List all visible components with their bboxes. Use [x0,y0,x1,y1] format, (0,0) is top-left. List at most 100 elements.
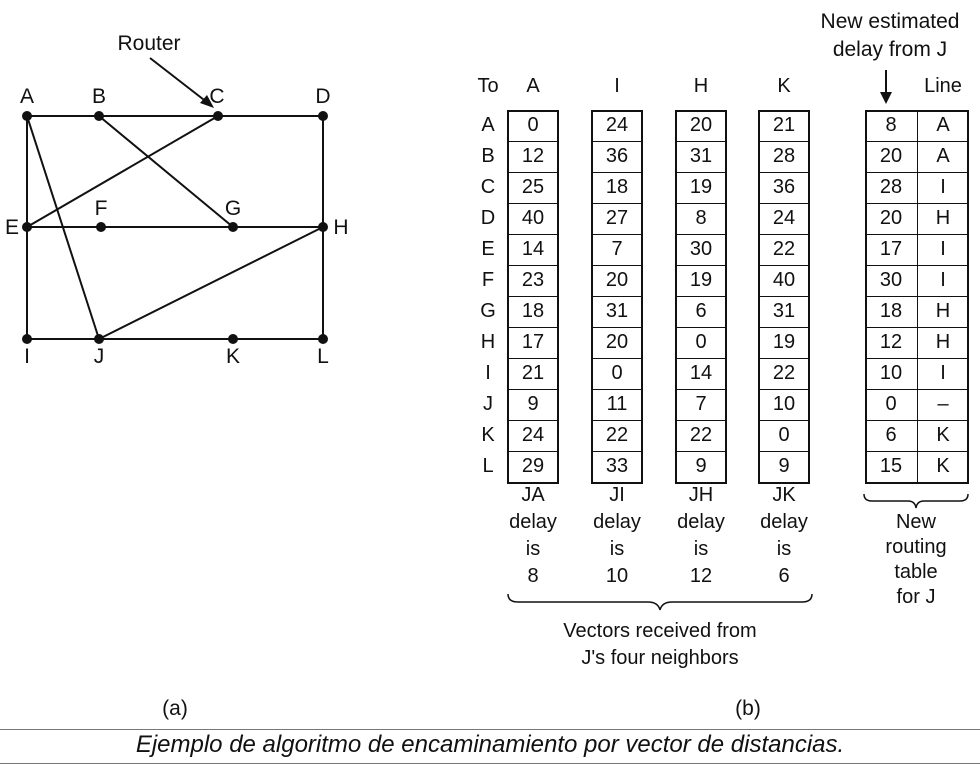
column-footer-line: is [525,538,541,560]
cell-divider [507,172,559,173]
new-estimate-line-1: New estimated [820,10,960,33]
vector-cell: 25 [521,176,545,198]
vector-cell: 19 [689,176,713,198]
vector-cell: 36 [772,176,796,198]
cell-divider [758,265,810,266]
column-footer-line: is [693,538,709,560]
cell-divider [507,389,559,390]
column-footer-line: 12 [689,565,713,587]
vector-cell: 0 [527,114,539,136]
new-line-cell: A [936,145,950,167]
cell-divider [507,420,559,421]
node-label-j: J [93,345,105,368]
new-table-brace [863,493,969,509]
node-label-d: D [315,85,331,108]
vector-cell: 24 [521,424,545,446]
cell-divider [675,296,727,297]
vector-cell: 22 [772,238,796,260]
node-l [318,334,328,344]
vector-cell: 0 [695,331,707,353]
node-label-c: C [209,85,225,108]
cell-divider [675,203,727,204]
new-table-caption-line-1: New [895,511,936,533]
vectors-brace [507,593,813,611]
cell-divider [758,296,810,297]
cell-divider [591,172,643,173]
row-label: H [480,331,496,353]
cell-divider [758,172,810,173]
node-label-b: B [91,85,107,108]
node-d [318,111,328,121]
new-line-cell: H [935,300,951,322]
cell-divider [675,420,727,421]
new-estimate-line-2: delay from J [832,38,948,61]
cell-divider [865,141,969,142]
vectors-caption-line-2: J's four neighbors [581,647,739,669]
cell-divider [758,358,810,359]
vector-cell: 8 [695,207,707,229]
router-arrow-head [200,95,214,108]
cell-divider [758,203,810,204]
new-delay-cell: 20 [879,207,903,229]
node-h [318,222,328,232]
node-c [213,111,223,121]
vector-cell: 23 [521,269,545,291]
vector-cell: 19 [772,331,796,353]
link-e-c [26,115,219,228]
vector-cell: 6 [695,300,707,322]
new-delay-cell: 0 [885,393,897,415]
cell-divider [675,234,727,235]
node-f [96,222,106,232]
row-label: J [483,393,493,415]
column-footer-line: delay [593,511,641,533]
vector-cell: 40 [772,269,796,291]
link-b-g [98,115,234,228]
column-footer-line: 10 [605,565,629,587]
vectors-caption-line-1: Vectors received from [563,620,757,642]
new-delay-cell: 17 [879,238,903,260]
new-line-cell: I [940,176,946,198]
new-line-cell: H [935,207,951,229]
column-header-1: I [614,75,620,97]
new-delay-cell: 12 [879,331,903,353]
down-arrow-icon [880,70,892,104]
new-delay-cell: 8 [885,114,897,136]
cell-divider [865,451,969,452]
node-label-g: G [224,197,242,220]
cell-divider [591,265,643,266]
cell-divider [675,358,727,359]
new-line-cell: H [935,331,951,353]
cell-divider [507,141,559,142]
new-delay-cell: 10 [879,362,903,384]
vector-column-3 [758,110,810,484]
cell-divider [675,141,727,142]
cell-divider [758,234,810,235]
cell-divider [675,265,727,266]
new-line-cell: I [940,238,946,260]
vector-column-1 [591,110,643,484]
cell-divider [865,203,969,204]
vector-cell: 21 [772,114,796,136]
cell-divider [507,203,559,204]
new-table-caption: New routing table for J [885,510,946,610]
node-j [94,334,104,344]
column-footer-line: JI [609,484,625,506]
cell-divider [507,296,559,297]
new-estimate-label: New estimated delay from J [800,8,980,64]
vector-cell: 29 [521,455,545,477]
column-header-0: A [526,75,540,97]
vector-cell: 9 [695,455,707,477]
line-header: Line [924,75,962,97]
new-line-cell: I [940,362,946,384]
row-label: K [481,424,495,446]
new-table-divider [917,110,918,484]
new-line-cell: K [936,424,950,446]
node-k [228,334,238,344]
row-label: C [480,176,496,198]
cell-divider [865,296,969,297]
cell-divider [591,141,643,142]
vector-cell: 9 [778,455,790,477]
vector-cell: 18 [521,300,545,322]
column-footer-line: delay [677,511,725,533]
vector-cell: 7 [695,393,707,415]
